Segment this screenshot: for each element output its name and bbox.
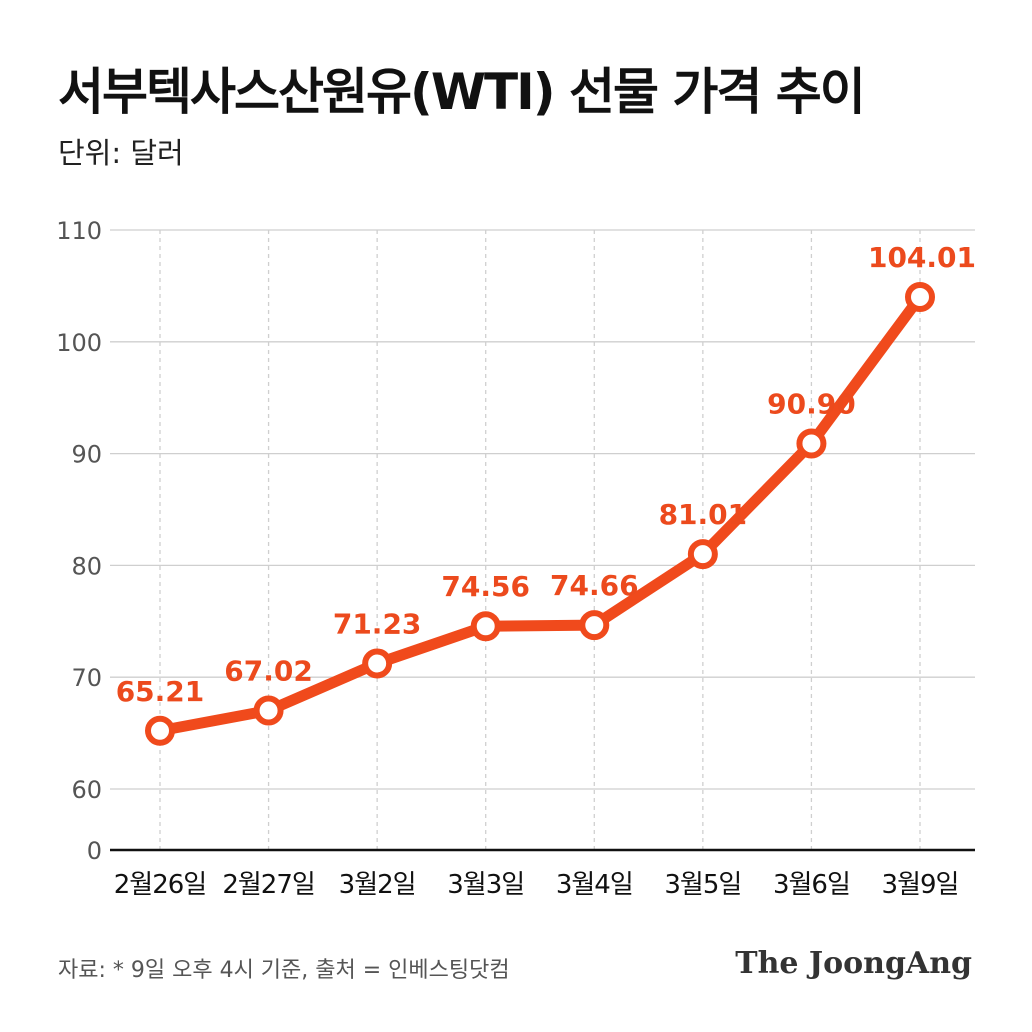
y-tick-label: 70 xyxy=(71,664,102,692)
y-tick-label: 110 xyxy=(56,217,102,245)
x-tick-label: 3월5일 xyxy=(664,870,741,900)
data-label: 104.01 xyxy=(868,241,976,274)
x-tick-label: 2월27일 xyxy=(222,870,314,900)
x-tick-label: 3월6일 xyxy=(773,870,850,900)
data-point xyxy=(145,715,175,746)
data-point xyxy=(470,611,501,642)
x-tick-label: 3월4일 xyxy=(556,870,633,900)
x-tick-label: 3월2일 xyxy=(339,870,416,900)
data-label: 74.66 xyxy=(550,569,639,602)
data-point xyxy=(905,281,935,312)
brand-logo: The JoongAng xyxy=(735,946,972,981)
data-point xyxy=(796,428,827,459)
data-label: 90.90 xyxy=(767,388,856,421)
data-point xyxy=(687,539,718,570)
source-note: 자료: * 9일 오후 4시 기준, 출처 = 인베스팅닷컴 xyxy=(58,958,510,983)
x-tick-label: 2월26일 xyxy=(114,870,206,900)
data-label: 74.56 xyxy=(441,570,530,603)
y-tick-label: 80 xyxy=(71,552,102,580)
data-label: 71.23 xyxy=(333,607,422,640)
series-line xyxy=(154,291,926,737)
data-point xyxy=(253,695,284,726)
chart-title: 서부텍사스산원유(WTI) 선물 가격 추이 xyxy=(58,63,866,121)
data-label: 65.21 xyxy=(116,675,205,708)
y-tick-label: 90 xyxy=(71,441,102,469)
data-label: 67.02 xyxy=(224,655,313,688)
y-tick-label: 100 xyxy=(56,329,102,357)
y-tick-label: 0 xyxy=(87,837,102,865)
data-point xyxy=(579,610,610,641)
unit-label: 단위: 달러 xyxy=(58,136,184,170)
x-tick-label: 3월3일 xyxy=(447,870,524,900)
data-point xyxy=(362,648,393,679)
y-tick-label: 60 xyxy=(71,776,102,804)
data-label: 81.01 xyxy=(659,498,748,531)
x-tick-label: 3월9일 xyxy=(882,870,959,900)
